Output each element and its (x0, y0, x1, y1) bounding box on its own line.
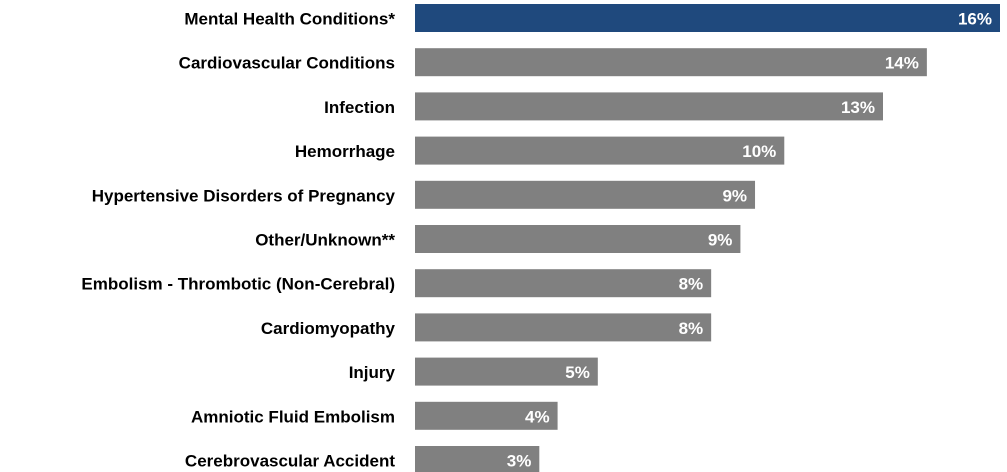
bar (415, 357, 598, 386)
bar (415, 401, 558, 430)
category-label: Other/Unknown** (255, 230, 395, 249)
value-label: 9% (708, 230, 733, 249)
bar (415, 48, 927, 77)
bar (415, 92, 883, 121)
bar (415, 269, 712, 298)
category-label: Amniotic Fluid Embolism (191, 407, 395, 426)
value-label: 8% (679, 275, 704, 294)
category-label: Embolism - Thrombotic (Non-Cerebral) (81, 275, 395, 294)
value-label: 10% (742, 142, 776, 161)
category-label: Hemorrhage (295, 142, 395, 161)
category-label: Cardiomyopathy (261, 319, 396, 338)
value-label: 3% (507, 451, 532, 470)
bar (415, 446, 540, 472)
value-label: 13% (841, 98, 875, 117)
category-label: Injury (349, 363, 396, 382)
value-label: 14% (885, 54, 919, 73)
value-label: 9% (722, 186, 747, 205)
category-label: Cardiovascular Conditions (179, 54, 395, 73)
bar (415, 136, 785, 165)
category-label: Infection (324, 98, 395, 117)
value-label: 8% (679, 319, 704, 338)
category-label: Cerebrovascular Accident (185, 451, 395, 470)
category-label: Mental Health Conditions* (184, 9, 395, 28)
category-label: Hypertensive Disorders of Pregnancy (92, 186, 396, 205)
bar (415, 225, 741, 253)
value-label: 16% (958, 9, 992, 28)
bar (415, 4, 1000, 32)
value-label: 5% (565, 363, 590, 382)
value-label: 4% (525, 407, 550, 426)
bar (415, 180, 756, 209)
bar (415, 313, 712, 342)
